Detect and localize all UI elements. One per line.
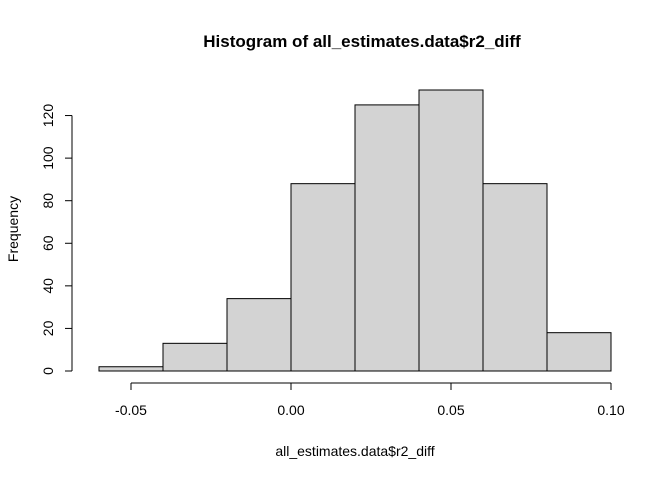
histogram-bar	[418, 89, 484, 372]
y-tick-label: 100	[40, 146, 56, 170]
y-axis-label: Frequency	[5, 196, 21, 262]
histogram-bar	[98, 366, 164, 372]
chart-title: Histogram of all_estimates.data$r2_diff	[203, 32, 521, 51]
y-axis: 0 20 40 60 80 100 120	[40, 104, 73, 375]
x-tick-label: 0.00	[277, 402, 304, 418]
histogram-bar	[482, 183, 548, 372]
histogram-bar	[162, 342, 228, 372]
x-axis: -0.05 0.00 0.05 0.10	[115, 382, 625, 418]
x-tick-label: -0.05	[115, 402, 147, 418]
histogram-bar	[354, 104, 420, 372]
y-tick-label: 120	[40, 104, 56, 128]
histogram-bar	[226, 298, 292, 372]
x-axis-label: all_estimates.data$r2_diff	[275, 443, 434, 459]
y-tick-label: 80	[40, 193, 56, 209]
x-tick-label: 0.05	[437, 402, 464, 418]
histogram-bar	[290, 183, 356, 372]
bars-group	[98, 89, 612, 372]
y-tick-label: 0	[40, 367, 56, 375]
x-tick-label: 0.10	[597, 402, 624, 418]
y-tick-label: 20	[40, 320, 56, 336]
y-tick-label: 40	[40, 278, 56, 294]
histogram-bar	[546, 332, 612, 372]
y-tick-label: 60	[40, 235, 56, 251]
